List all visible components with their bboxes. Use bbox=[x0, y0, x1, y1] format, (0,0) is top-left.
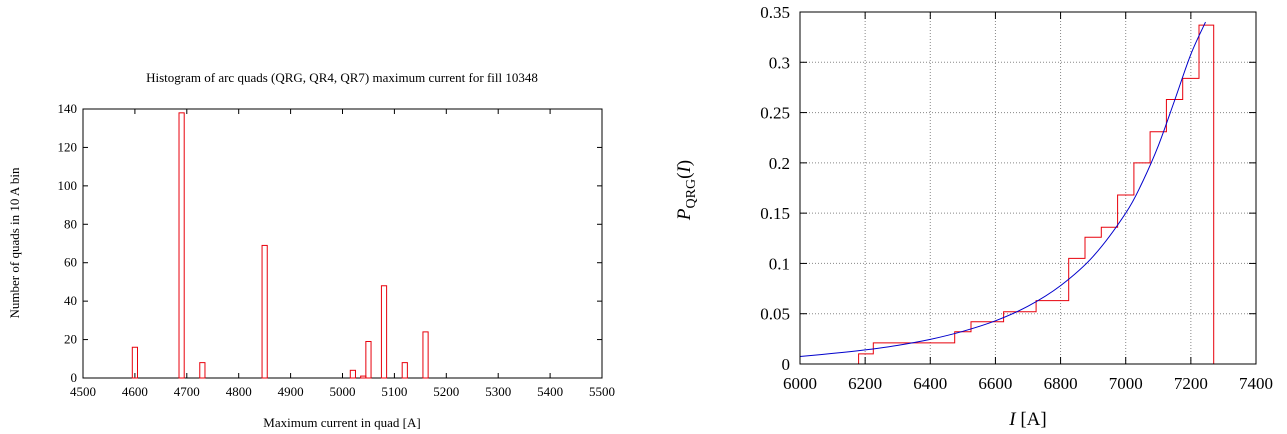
histogram-x-tick-label: 4900 bbox=[278, 384, 304, 399]
probability-x-tick-label: 7200 bbox=[1174, 374, 1208, 393]
histogram-x-tick-label: 5100 bbox=[381, 384, 407, 399]
probability-y-tick-label: 0.3 bbox=[769, 53, 790, 72]
histogram-x-ticks: 4500 4600 4700 4800 4900 5000 5100 5200 5300 5400… bbox=[70, 109, 615, 399]
probability-y-tick-label: 0.15 bbox=[760, 204, 790, 223]
histogram-y-tick-label: 60 bbox=[64, 255, 77, 270]
histogram-chart: Histogram of arc quads (QRG, QR4, QR7) m… bbox=[7, 70, 615, 430]
histogram-title: Histogram of arc quads (QRG, QR4, QR7) m… bbox=[146, 70, 538, 85]
probability-x-ticks: 6000 6200 6400 6600 6800 7000 7200 7400 bbox=[783, 12, 1273, 393]
histogram-x-tick-label: 5300 bbox=[485, 384, 511, 399]
histogram-x-label: Maximum current in quad [A] bbox=[263, 415, 420, 430]
probability-x-label-unit: [A] bbox=[1016, 409, 1047, 430]
histogram-y-label: Number of quads in 10 A bin bbox=[7, 167, 22, 318]
histogram-y-tick-label: 140 bbox=[58, 101, 78, 116]
probability-y-tick-label: 0.25 bbox=[760, 104, 790, 123]
histogram-x-tick-label: 5400 bbox=[537, 384, 563, 399]
histogram-x-tick-label: 5500 bbox=[589, 384, 615, 399]
probability-y-label-sub: QRG bbox=[684, 179, 699, 209]
histogram-bar bbox=[365, 340, 372, 379]
histogram-bars bbox=[131, 112, 429, 379]
probability-y-tick-label: 0.35 bbox=[760, 3, 790, 22]
probability-x-tick-label: 7000 bbox=[1109, 374, 1143, 393]
probability-series bbox=[799, 21, 1215, 364]
histogram-bar bbox=[360, 375, 367, 379]
histogram-x-tick-label: 5000 bbox=[330, 384, 356, 399]
histogram-plot-frame bbox=[82, 108, 603, 379]
histogram-x-tick-label: 4800 bbox=[226, 384, 252, 399]
probability-x-tick-label: 7400 bbox=[1239, 374, 1273, 393]
histogram-bar bbox=[131, 346, 138, 379]
probability-x-tick-label: 6600 bbox=[978, 374, 1012, 393]
histogram-bar bbox=[178, 112, 185, 379]
histogram-bar bbox=[199, 362, 206, 379]
probability-x-label: I [A] bbox=[1008, 409, 1046, 430]
histogram-bar bbox=[349, 369, 356, 379]
probability-y-label-var: I bbox=[674, 165, 695, 174]
probability-y-tick-label: 0.1 bbox=[769, 254, 790, 273]
probability-x-tick-label: 6400 bbox=[913, 374, 947, 393]
histogram-bar bbox=[401, 362, 408, 379]
histogram-y-tick-label: 0 bbox=[71, 370, 78, 385]
histogram-bar bbox=[380, 285, 388, 379]
probability-y-label-main: P bbox=[674, 208, 695, 221]
histogram-x-tick-label: 4600 bbox=[122, 384, 148, 399]
probability-y-label-close: ) bbox=[674, 160, 695, 166]
histogram-bar bbox=[261, 244, 268, 379]
probability-plot-frame bbox=[799, 11, 1257, 365]
histogram-y-ticks: 0 20 40 60 80 100 120 140 bbox=[58, 101, 602, 385]
histogram-x-tick-label: 4500 bbox=[70, 384, 96, 399]
histogram-x-tick-label: 4700 bbox=[174, 384, 200, 399]
histogram-y-tick-label: 40 bbox=[64, 293, 77, 308]
probability-x-tick-label: 6800 bbox=[1044, 374, 1078, 393]
probability-x-tick-label: 6200 bbox=[848, 374, 882, 393]
probability-x-label-symbol: I bbox=[1008, 409, 1017, 430]
probability-chart: 00.050.10.150.20.250.30.35 6000 6200 6400 6… bbox=[674, 3, 1273, 430]
histogram-x-tick-label: 5200 bbox=[433, 384, 459, 399]
probability-step-series bbox=[858, 24, 1215, 364]
probability-y-tick-label: 0 bbox=[782, 355, 791, 374]
probability-y-label: PQRG(I) bbox=[674, 160, 699, 221]
probability-y-tick-label: 0.05 bbox=[760, 305, 790, 324]
probability-fit-curve bbox=[799, 21, 1206, 357]
histogram-y-tick-label: 80 bbox=[64, 216, 77, 231]
probability-y-ticks: 0 0.05 0.1 0.15 0.2 0.25 0.3 0.35 bbox=[760, 3, 1256, 374]
probability-x-tick-label: 6000 bbox=[783, 374, 817, 393]
histogram-y-tick-label: 120 bbox=[58, 139, 78, 154]
histogram-y-tick-label: 100 bbox=[58, 178, 78, 193]
histogram-y-tick-label: 20 bbox=[64, 332, 77, 347]
histogram-bar bbox=[422, 331, 429, 379]
probability-y-label-open: ( bbox=[674, 173, 695, 179]
probability-y-tick-label: 0.2 bbox=[769, 154, 790, 173]
